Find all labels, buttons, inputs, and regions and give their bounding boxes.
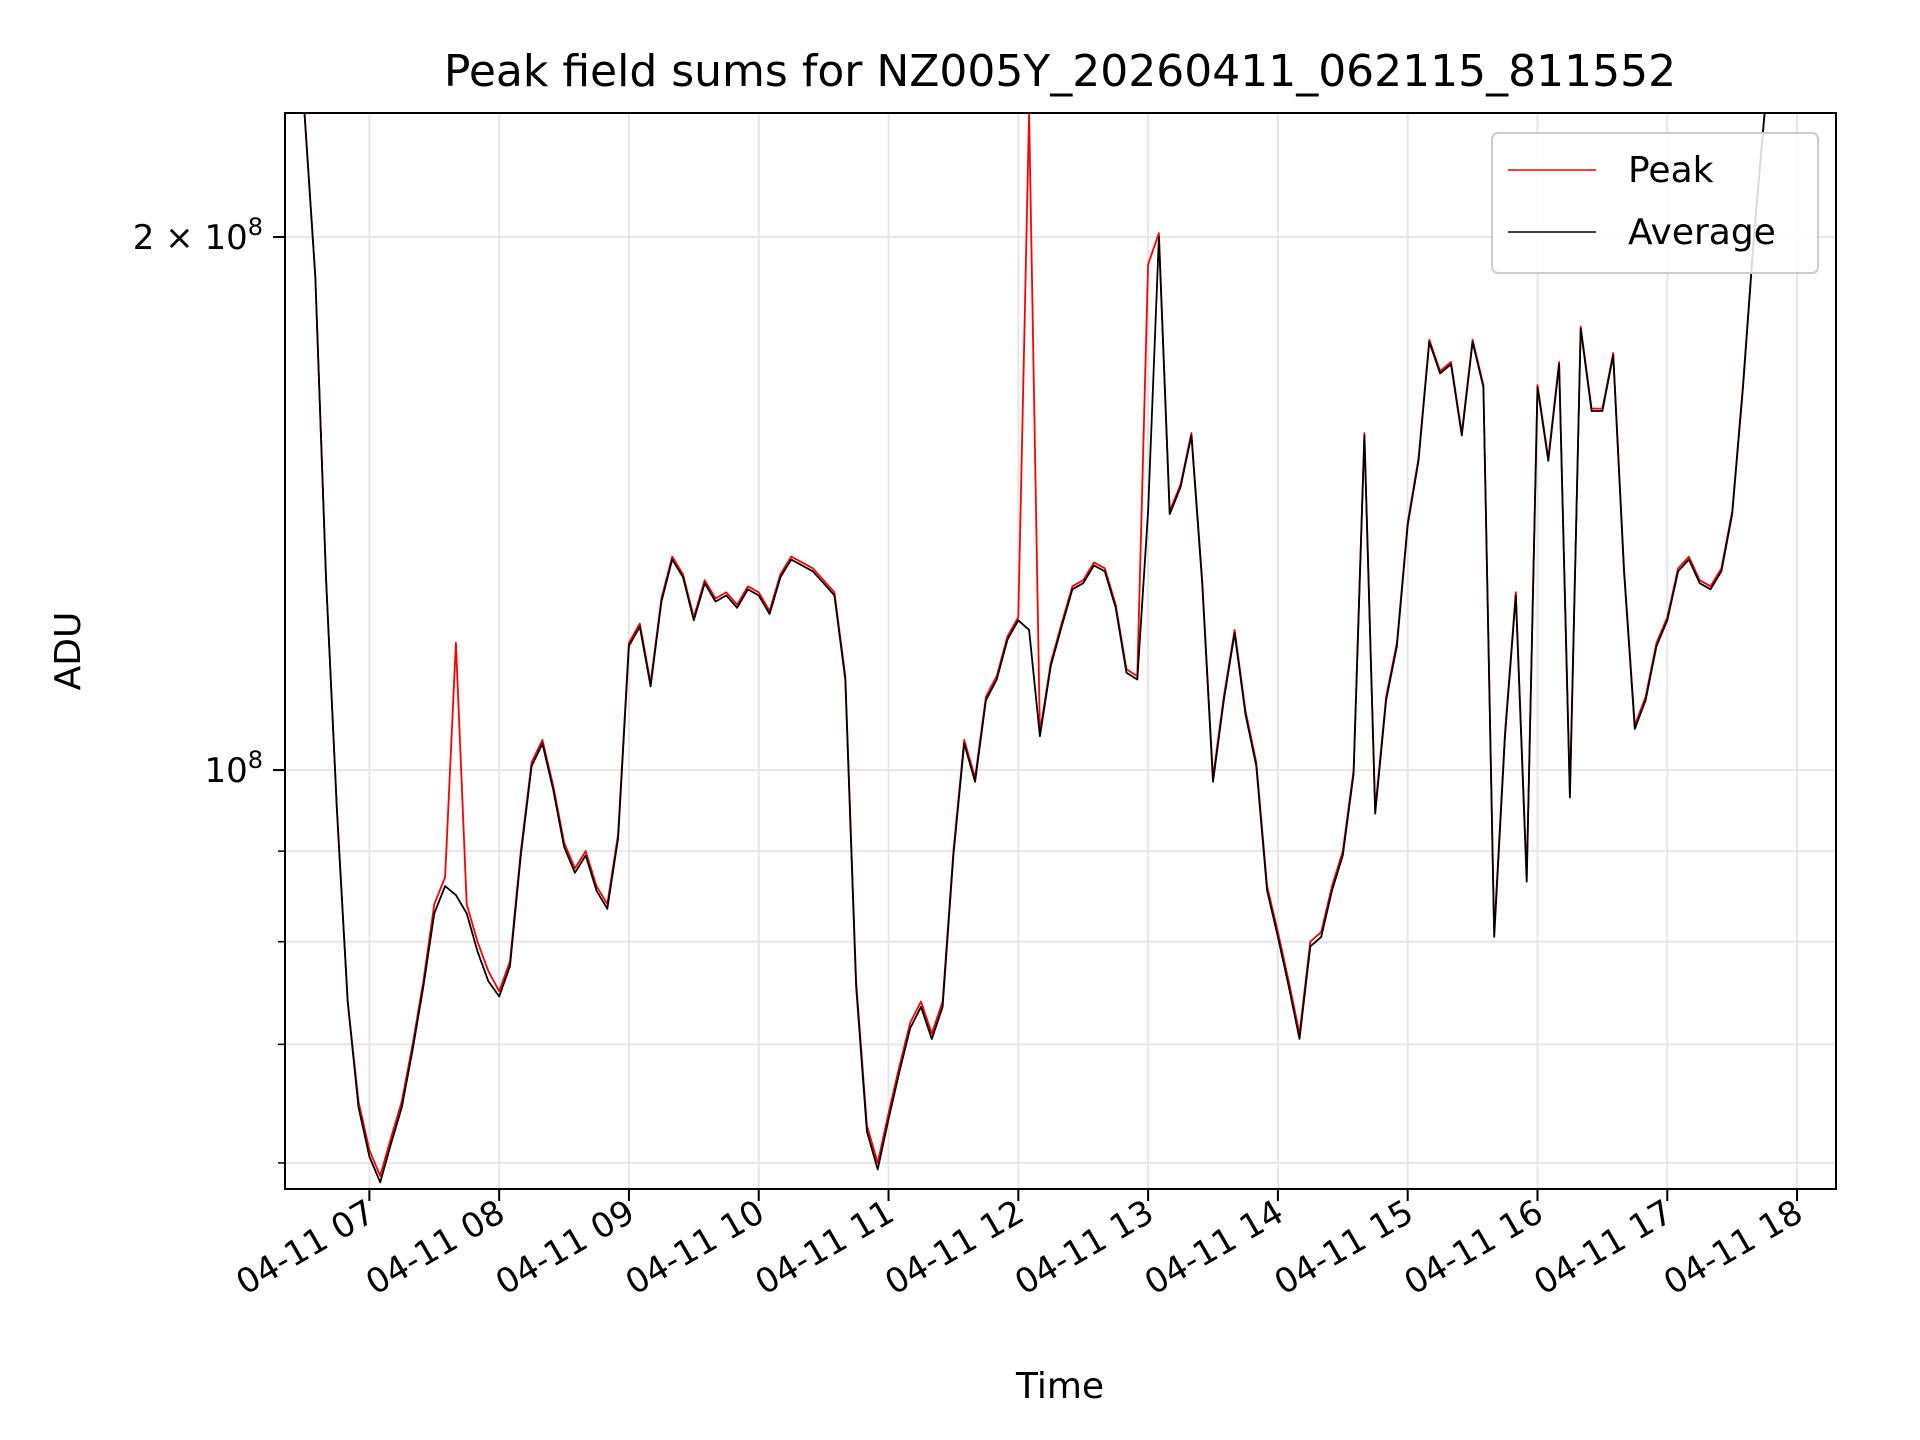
- chart-title: Peak field sums for NZ005Y_20260411_0621…: [444, 46, 1676, 97]
- series-layer: [285, 113, 1808, 1184]
- y-tick-label: 2 × 108: [133, 213, 263, 258]
- plot-frame: [284, 112, 1837, 1190]
- y-axis-label: ADU: [48, 612, 89, 691]
- legend-average-label: Average: [1628, 212, 1776, 253]
- gridlines: [285, 113, 1836, 1189]
- x-axis-label: Time: [1015, 1366, 1104, 1407]
- y-tick-label: 108: [204, 746, 263, 791]
- legend: Peak Average: [1491, 132, 1819, 274]
- legend-peak-label: Peak: [1628, 150, 1714, 191]
- series-line-average: [285, 113, 1808, 1184]
- y-axis-ticks: 108 2 × 108: [133, 213, 285, 1164]
- legend-box: [1491, 132, 1819, 274]
